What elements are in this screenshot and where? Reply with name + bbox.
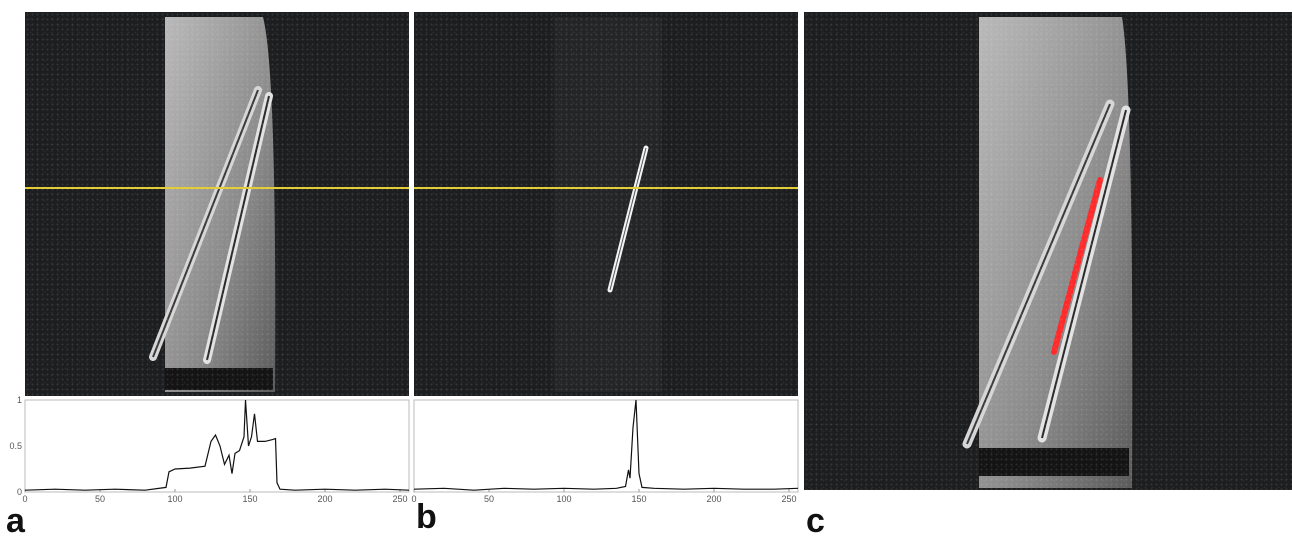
panel-label-b: b: [416, 498, 437, 536]
panel-label-a: a: [6, 502, 25, 540]
noise-texture: [25, 12, 409, 396]
profile-line: [413, 399, 799, 491]
x-tick-label: 150: [631, 494, 646, 504]
panel-b-image: [414, 12, 798, 396]
plot-frame: [24, 399, 410, 493]
panel-label-c: c: [806, 502, 825, 540]
profile-plot-b: 0 50 100 150 200 250: [408, 396, 800, 508]
y-tick-label: 1: [17, 396, 22, 405]
phantom-scan-b: [414, 145, 798, 293]
phantom-scan-c: [962, 17, 1133, 488]
y-tick-label: 0: [17, 487, 22, 497]
panel-c-image: [804, 12, 1292, 490]
x-tick-label: 150: [242, 494, 257, 504]
x-tick-label: 200: [317, 494, 332, 504]
panel-a-image: [25, 12, 409, 396]
x-tick-label: 0: [22, 494, 27, 504]
profile-plot-a: 0 50 100 150 200 250 0 0.5 1: [0, 396, 414, 508]
profile-plot-a-svg: 0 50 100 150 200 250 0 0.5 1: [9, 396, 410, 504]
needle-track-overlay: [1051, 177, 1103, 355]
x-tick-label: 200: [706, 494, 721, 504]
phantom-dark-band: [165, 368, 273, 390]
profile-plot-b-svg: 0 50 100 150 200 250: [411, 399, 799, 504]
noise-texture: [414, 12, 798, 396]
profile-line: [24, 399, 410, 491]
x-tick-label: 250: [781, 494, 796, 504]
x-tick-label: 100: [167, 494, 182, 504]
phantom-scan-a: [25, 17, 409, 392]
y-tick-label: 0.5: [9, 441, 22, 451]
x-tick-label: 50: [484, 494, 494, 504]
x-tick-label: 50: [95, 494, 105, 504]
x-tick-label: 100: [556, 494, 571, 504]
x-tick-label: 0: [411, 494, 416, 504]
x-tick-label: 250: [392, 494, 407, 504]
noise-texture: [804, 12, 1292, 490]
phantom-dark-band: [979, 448, 1129, 476]
plot-frame: [413, 399, 799, 493]
